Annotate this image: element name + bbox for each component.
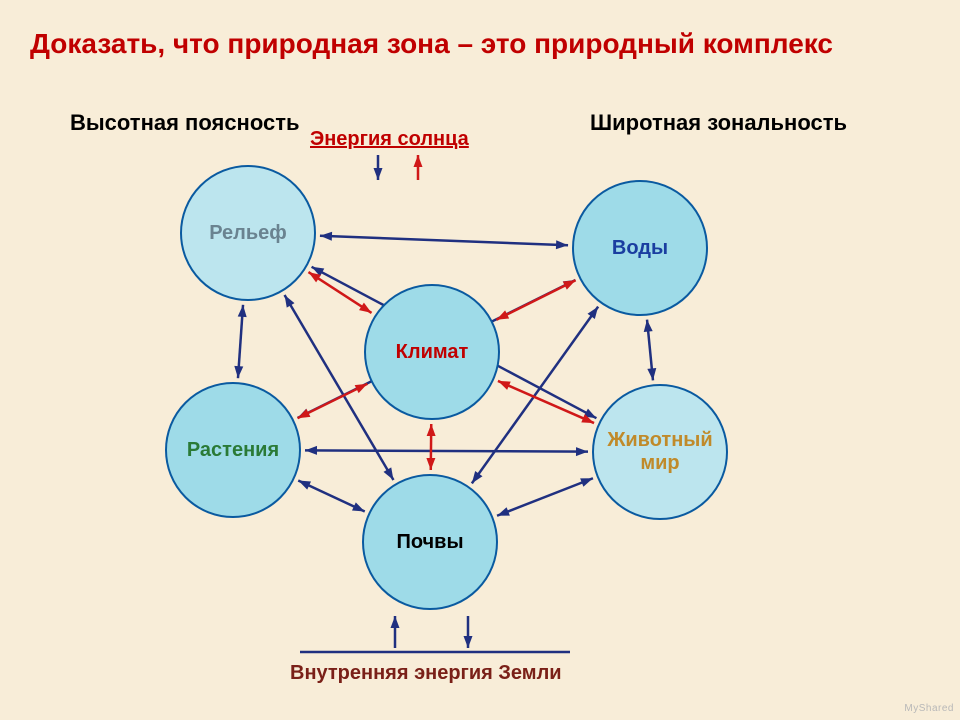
label-earth-energy: Внутренняя энергия Земли xyxy=(290,662,562,685)
node-label: Воды xyxy=(612,237,668,260)
node-label: Климат xyxy=(396,341,469,364)
node-label: Почвы xyxy=(396,531,463,554)
node-plants: Растения xyxy=(165,382,301,518)
watermark: MyShared xyxy=(904,703,954,714)
label-sun-energy: Энергия солнца xyxy=(310,128,469,151)
node-label: Рельеф xyxy=(209,222,287,245)
node-animals: Животныймир xyxy=(592,384,728,520)
page-title: Доказать, что природная зона – это приро… xyxy=(30,28,833,60)
label-latitude: Широтная зональность xyxy=(590,110,847,136)
node-climate: Климат xyxy=(364,284,500,420)
node-label: Животныймир xyxy=(607,429,712,475)
node-relief: Рельеф xyxy=(180,165,316,301)
node-waters: Воды xyxy=(572,180,708,316)
node-soils: Почвы xyxy=(362,474,498,610)
label-altitude: Высотная поясность xyxy=(70,110,300,136)
node-label: Растения xyxy=(187,439,279,462)
